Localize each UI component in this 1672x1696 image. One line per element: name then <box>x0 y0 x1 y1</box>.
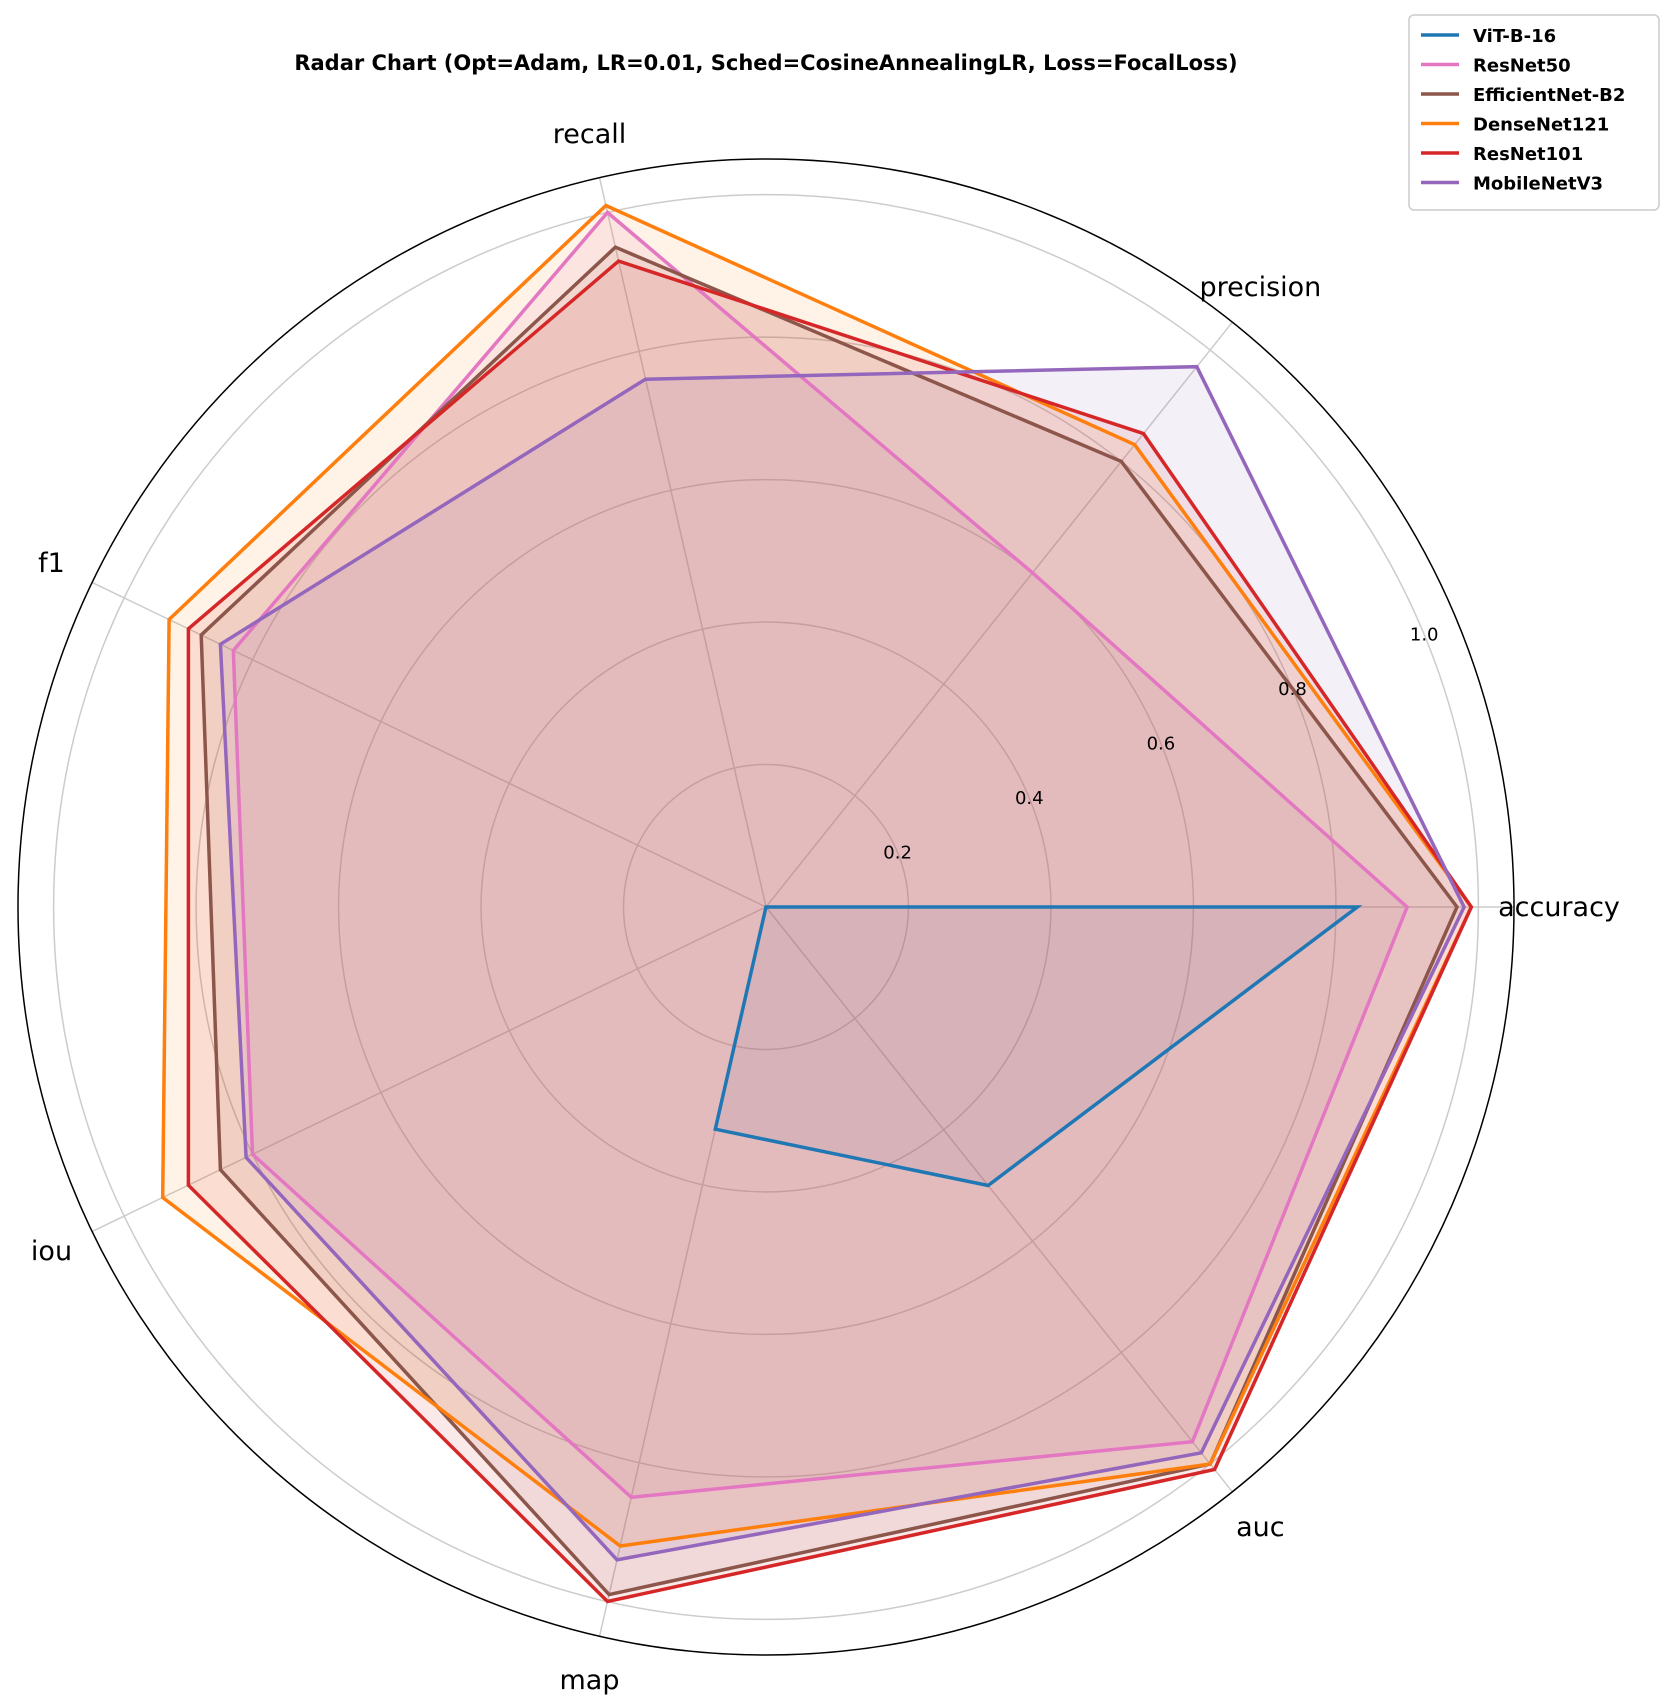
chart-title: Radar Chart (Opt=Adam, LR=0.01, Sched=Co… <box>294 51 1237 75</box>
axis-labels: accuracy precision recall f1 iou map auc <box>31 119 1620 1696</box>
outer-circle <box>17 158 1515 1656</box>
series-fills <box>162 205 1472 1602</box>
rtick-label-0: 0.2 <box>883 843 912 864</box>
axis-label-recall: recall <box>553 119 627 150</box>
series-line-1 <box>231 210 1410 1500</box>
series-fill-2 <box>201 247 1458 1595</box>
spoke-recall <box>598 177 767 908</box>
rtick-label-4: 1.0 <box>1410 624 1439 645</box>
legend-label-2: EfficientNet-B2 <box>1473 85 1625 106</box>
legend-label-3: DenseNet121 <box>1473 115 1609 136</box>
series-fill-4 <box>188 261 1472 1602</box>
rtick-label-3: 0.8 <box>1278 679 1307 700</box>
series-fill-0 <box>715 907 1358 1186</box>
legend-label-5: MobileNetV3 <box>1473 174 1603 195</box>
axis-label-iou: iou <box>31 1236 72 1267</box>
axis-label-auc: auc <box>1236 1512 1285 1543</box>
series-line-2 <box>199 245 1460 1597</box>
series-fill-3 <box>162 205 1472 1546</box>
legend-label-1: ResNet50 <box>1473 56 1571 77</box>
series-line-5 <box>218 364 1467 1562</box>
legend-label-4: ResNet101 <box>1473 144 1583 165</box>
series-line-4 <box>186 259 1474 1604</box>
series-fill-5 <box>220 366 1465 1560</box>
spoke-iou <box>91 906 767 1233</box>
spoke-precision <box>765 321 1233 908</box>
spoke-auc <box>765 906 1233 1493</box>
axis-label-accuracy: accuracy <box>1498 892 1620 923</box>
spoke-f1 <box>91 581 767 908</box>
legend: ViT-B-16 ResNet50 EfficientNet-B2 DenseNet1… <box>1408 14 1660 211</box>
axis-label-map: map <box>560 1665 620 1696</box>
rtick-label-2: 0.6 <box>1147 733 1176 754</box>
axis-label-f1: f1 <box>38 548 65 579</box>
rtick-label-1: 0.4 <box>1015 788 1044 809</box>
series-line-0 <box>713 905 1363 1188</box>
legend-label-0: ViT-B-16 <box>1473 26 1556 47</box>
series-fill-1 <box>233 212 1408 1498</box>
radial-tick-labels: 0.2 0.4 0.6 0.8 1.0 <box>883 624 1438 863</box>
legend-box <box>1408 14 1660 211</box>
series-line-3 <box>160 203 1474 1548</box>
series-lines <box>160 203 1474 1604</box>
axis-label-precision: precision <box>1199 272 1321 303</box>
